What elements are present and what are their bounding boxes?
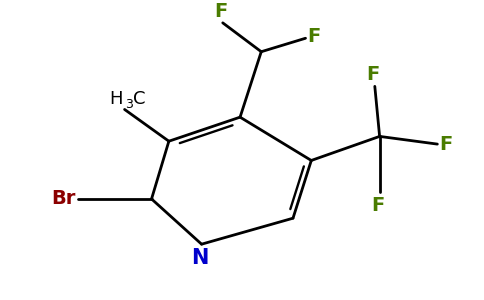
Text: F: F — [371, 196, 384, 215]
Text: 3: 3 — [125, 98, 134, 111]
Text: F: F — [439, 135, 453, 154]
Text: N: N — [191, 248, 208, 268]
Text: H: H — [109, 89, 122, 107]
Text: C: C — [133, 89, 146, 107]
Text: F: F — [366, 65, 379, 84]
Text: F: F — [214, 2, 227, 21]
Text: F: F — [307, 27, 321, 46]
Text: Br: Br — [51, 190, 76, 208]
